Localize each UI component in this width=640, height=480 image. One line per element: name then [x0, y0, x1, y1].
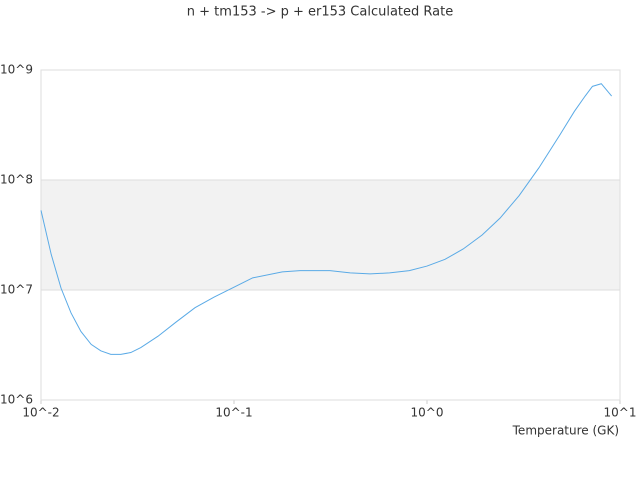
x-tick-label: 10^0: [411, 406, 444, 420]
x-tick-label: 10^-1: [215, 406, 252, 420]
x-tick-label: 10^-2: [22, 406, 59, 420]
y-tick-label: 10^8: [0, 173, 33, 187]
y-tick-label: 10^7: [0, 283, 33, 297]
y-tick-label: 10^9: [0, 63, 33, 77]
grid-band: [41, 180, 620, 290]
x-axis-label: Temperature (GK): [512, 424, 619, 438]
x-tick-label: 10^1: [604, 406, 637, 420]
plot-frame: [40, 69, 621, 401]
line: [40, 83, 613, 355]
chart-title: n + tm153 -> p + er153 Calculated Rate: [187, 5, 453, 20]
y-tick-label: 10^6: [0, 393, 33, 407]
